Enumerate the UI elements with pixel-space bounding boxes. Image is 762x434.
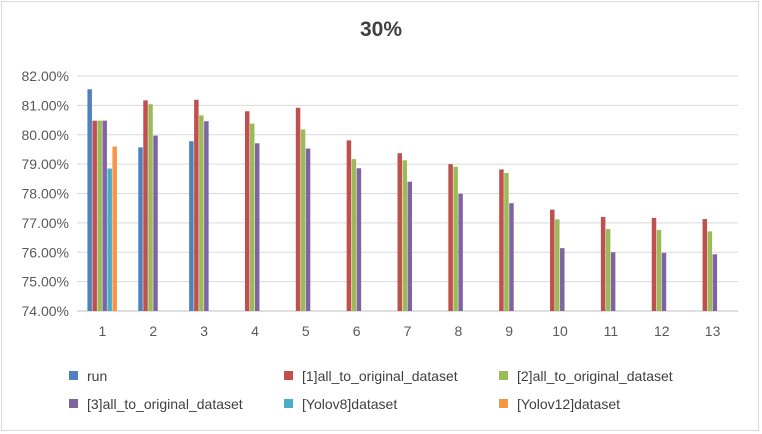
bar-1-all-to-original-dataset-4 <box>244 111 250 311</box>
bar-3-all-to-original-dataset-7 <box>407 181 412 311</box>
bar-yolov8-dataset-1 <box>107 168 112 311</box>
bar-3-all-to-original-dataset-10 <box>560 248 565 311</box>
y-tick-label: 81.00% <box>22 97 69 113</box>
bar-2-all-to-original-dataset-11 <box>605 229 611 311</box>
bar-1-all-to-original-dataset-11 <box>600 217 606 311</box>
x-tick-label: 11 <box>604 323 619 339</box>
bar-2-all-to-original-dataset-6 <box>351 159 357 311</box>
bar-3-all-to-original-dataset-9 <box>509 203 514 311</box>
x-tick-label: 3 <box>200 323 208 339</box>
bar-run-2 <box>138 147 143 311</box>
legend-item-yolov8: [Yolov8]dataset <box>284 396 397 412</box>
bar-2-all-to-original-dataset-3 <box>199 115 204 311</box>
bar-2-all-to-original-dataset-8 <box>453 166 458 311</box>
bar-2-all-to-original-dataset-1 <box>97 120 102 312</box>
bar-3-all-to-original-dataset-13 <box>712 254 718 311</box>
legend-item-2-all-to-original: [2]all_to_original_dataset <box>499 368 673 384</box>
bar-3-all-to-original-dataset-3 <box>204 121 209 311</box>
x-tick-label: 4 <box>251 323 259 339</box>
bar-3-all-to-original-dataset-2 <box>153 135 158 311</box>
legend-swatch <box>499 371 508 380</box>
bar-3-all-to-original-dataset-11 <box>610 252 616 311</box>
legend-swatch <box>69 371 78 380</box>
legend-item-3-all-to-original: [3]all_to_original_dataset <box>69 396 243 412</box>
bar-3-all-to-original-dataset-5 <box>305 148 311 311</box>
x-tick-label: 5 <box>302 323 310 339</box>
x-tick-label: 13 <box>705 323 721 339</box>
bar-yolov12-dataset-1 <box>112 146 117 311</box>
bar-run-1 <box>87 89 92 311</box>
bar-2-all-to-original-dataset-7 <box>402 160 407 311</box>
bar-1-all-to-original-dataset-9 <box>499 169 504 311</box>
x-tick-label: 7 <box>404 323 412 339</box>
bar-2-all-to-original-dataset-4 <box>249 123 255 312</box>
x-tick-label: 10 <box>552 323 568 339</box>
x-tick-label: 9 <box>505 323 513 339</box>
legend-swatch <box>284 399 293 408</box>
bar-run-3 <box>189 141 194 311</box>
y-tick-label: 76.00% <box>22 244 69 260</box>
y-tick-label: 78.00% <box>22 186 69 202</box>
bar-3-all-to-original-dataset-8 <box>458 193 463 311</box>
legend-label: [Yolov12]dataset <box>517 396 621 412</box>
legend-label: run <box>87 368 108 384</box>
x-tick-label: 2 <box>149 323 157 339</box>
bar-3-all-to-original-dataset-6 <box>356 168 362 311</box>
y-tick-label: 82.00% <box>22 68 69 84</box>
bar-3-all-to-original-dataset-4 <box>254 143 260 311</box>
bar-1-all-to-original-dataset-10 <box>550 209 555 311</box>
bar-1-all-to-original-dataset-6 <box>346 140 352 311</box>
bar-2-all-to-original-dataset-13 <box>707 231 713 311</box>
legend-item-1-all-to-original: [1]all_to_original_dataset <box>284 368 458 384</box>
x-tick-label: 12 <box>654 323 670 339</box>
bar-1-all-to-original-dataset-2 <box>143 100 148 311</box>
bar-1-all-to-original-dataset-7 <box>397 153 402 311</box>
legend-swatch <box>284 371 293 380</box>
legend-label: [3]all_to_original_dataset <box>87 396 243 412</box>
y-tick-label: 75.00% <box>22 274 69 290</box>
legend-label: [Yolov8]dataset <box>302 396 398 412</box>
y-tick-label: 80.00% <box>22 127 69 143</box>
bar-1-all-to-original-dataset-3 <box>194 99 199 311</box>
legend-label: [2]all_to_original_dataset <box>517 368 673 384</box>
bar-1-all-to-original-dataset-1 <box>92 120 97 312</box>
y-tick-label: 79.00% <box>22 156 69 172</box>
bar-1-all-to-original-dataset-8 <box>448 164 453 311</box>
legend-swatch <box>499 399 508 408</box>
x-tick-label: 1 <box>99 323 107 339</box>
legend-item-run: run <box>69 368 107 384</box>
x-tick-label: 8 <box>454 323 462 339</box>
bar-2-all-to-original-dataset-10 <box>555 219 560 311</box>
bar-1-all-to-original-dataset-12 <box>651 217 657 311</box>
bar-2-all-to-original-dataset-2 <box>148 104 153 311</box>
bar-3-all-to-original-dataset-1 <box>102 120 107 312</box>
chart-title: 30% <box>359 18 403 41</box>
x-tick-label: 6 <box>353 323 361 339</box>
legend-label: [1]all_to_original_dataset <box>302 368 458 384</box>
y-tick-label: 74.00% <box>22 303 69 319</box>
bar-3-all-to-original-dataset-12 <box>661 252 667 311</box>
bar-2-all-to-original-dataset-5 <box>300 129 306 311</box>
legend-swatch <box>69 399 78 408</box>
bar-1-all-to-original-dataset-13 <box>702 219 708 311</box>
bar-2-all-to-original-dataset-12 <box>656 229 662 311</box>
bar-1-all-to-original-dataset-5 <box>295 107 301 311</box>
legend-item-yolov12: [Yolov12]dataset <box>499 396 620 412</box>
y-tick-label: 77.00% <box>22 215 69 231</box>
bar-2-all-to-original-dataset-9 <box>504 172 509 311</box>
